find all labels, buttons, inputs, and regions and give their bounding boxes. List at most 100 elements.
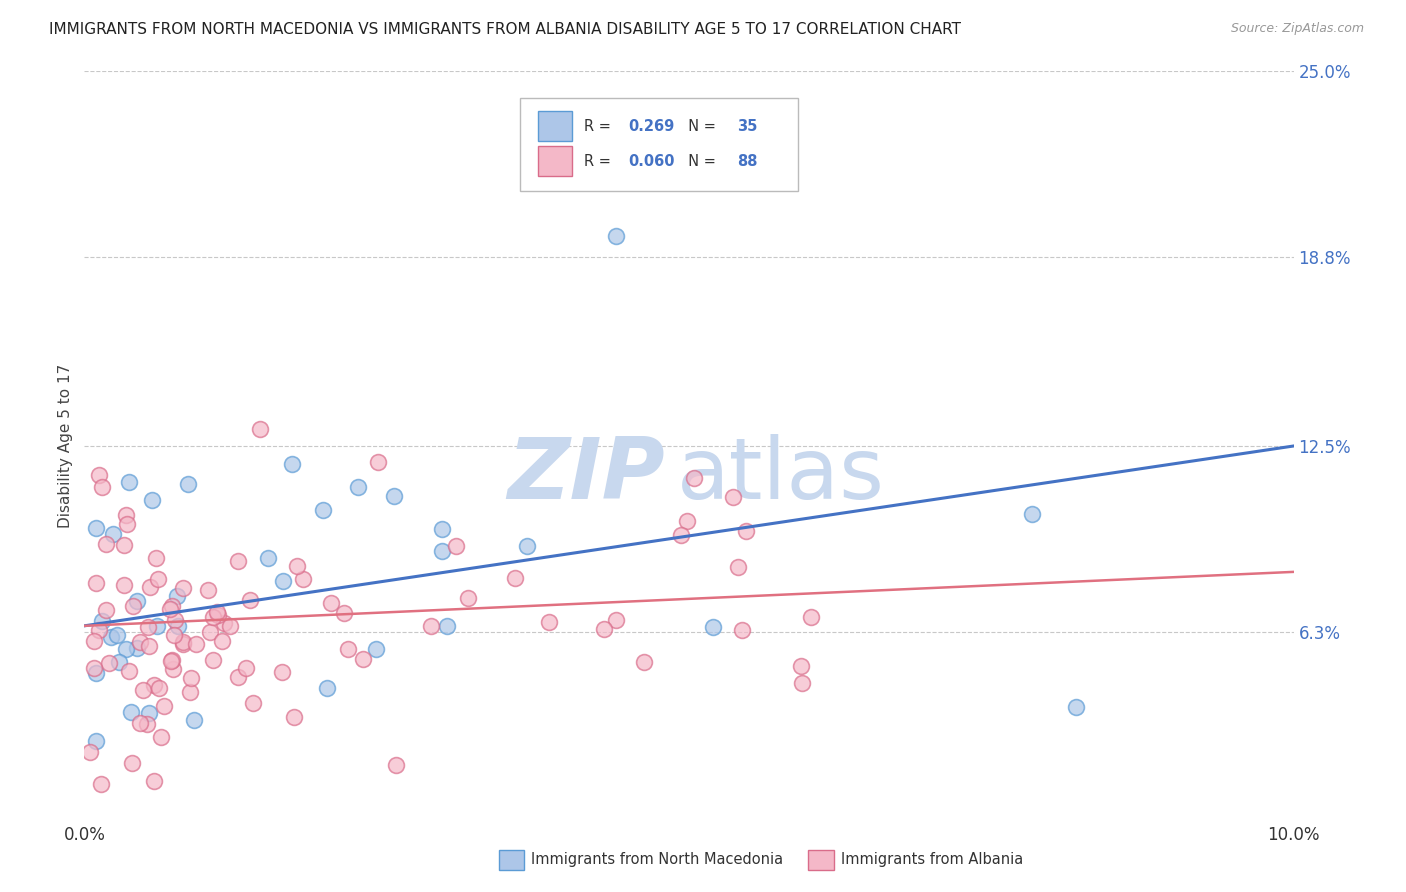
Point (537, 615, 560, 629)
Point (202, 609, 225, 624)
Point (120, 705, 142, 719)
Text: N =: N = (679, 153, 721, 169)
Point (336, 641, 359, 656)
Point (271, 574, 294, 588)
Point (112, 578, 135, 592)
Point (239, 593, 262, 607)
Point (128, 716, 150, 731)
Text: ZIP: ZIP (508, 434, 665, 517)
Point (731, 623, 754, 637)
Point (287, 559, 309, 574)
Point (105, 628, 128, 642)
Point (127, 593, 149, 607)
Point (235, 661, 257, 675)
Point (212, 616, 235, 631)
Text: Immigrants from Albania: Immigrants from Albania (841, 853, 1024, 867)
Point (271, 665, 294, 679)
Point (430, 522, 453, 536)
Point (115, 642, 138, 657)
Point (79, 745, 101, 759)
Point (183, 713, 205, 727)
Point (145, 551, 167, 566)
Point (516, 539, 538, 553)
Text: Source: ZipAtlas.com: Source: ZipAtlas.com (1230, 22, 1364, 36)
Point (101, 527, 124, 541)
Point (86, 665, 108, 680)
Text: 0.269: 0.269 (628, 119, 675, 134)
Point (148, 681, 170, 696)
Point (364, 642, 387, 657)
Point (86, 733, 108, 747)
Point (94, 603, 117, 617)
Point (676, 514, 699, 528)
Point (83, 633, 105, 648)
Point (172, 637, 194, 651)
Point (321, 596, 343, 610)
Point (242, 697, 264, 711)
Point (87, 623, 110, 637)
Point (179, 685, 201, 699)
Point (592, 622, 614, 636)
Point (198, 624, 221, 639)
Point (90, 777, 112, 791)
Point (352, 651, 374, 665)
Point (283, 710, 305, 724)
Point (122, 599, 145, 613)
Point (633, 655, 655, 669)
Point (197, 583, 219, 598)
Point (721, 490, 744, 504)
Point (347, 480, 370, 494)
Point (503, 571, 526, 585)
Point (312, 503, 335, 517)
Text: Immigrants from North Macedonia: Immigrants from North Macedonia (531, 853, 783, 867)
Point (201, 652, 224, 666)
Point (163, 613, 186, 627)
Text: 88: 88 (737, 153, 758, 169)
Point (218, 619, 240, 633)
Point (107, 655, 129, 669)
Point (141, 492, 163, 507)
Point (315, 681, 337, 695)
Point (432, 544, 454, 558)
Point (385, 758, 408, 772)
Point (172, 635, 194, 649)
Point (226, 554, 249, 568)
Point (280, 457, 302, 471)
Point (160, 654, 183, 668)
Point (367, 455, 389, 469)
Point (605, 613, 627, 627)
Point (177, 476, 200, 491)
Point (100, 630, 122, 644)
Point (669, 528, 692, 542)
Point (735, 524, 758, 538)
Point (90, 614, 112, 628)
Point (138, 706, 160, 720)
Bar (538, 112, 572, 141)
Point (790, 659, 813, 673)
Point (292, 572, 315, 586)
Point (226, 669, 249, 683)
Point (382, 489, 405, 503)
Point (152, 699, 174, 714)
Text: 0.060: 0.060 (628, 153, 675, 169)
Point (83, 660, 105, 674)
Point (138, 620, 160, 634)
Point (160, 653, 183, 667)
Point (121, 756, 143, 771)
Point (333, 606, 356, 620)
Point (90, 480, 112, 494)
Point (118, 664, 141, 678)
Point (205, 605, 228, 619)
Point (94, 537, 117, 551)
Point (800, 610, 823, 624)
Point (605, 229, 627, 244)
Point (436, 619, 458, 633)
Point (132, 682, 155, 697)
Text: 35: 35 (737, 119, 758, 134)
Point (162, 662, 184, 676)
Point (89, 467, 111, 482)
Point (727, 559, 749, 574)
Point (457, 591, 479, 606)
Point (115, 516, 138, 531)
Point (112, 538, 135, 552)
